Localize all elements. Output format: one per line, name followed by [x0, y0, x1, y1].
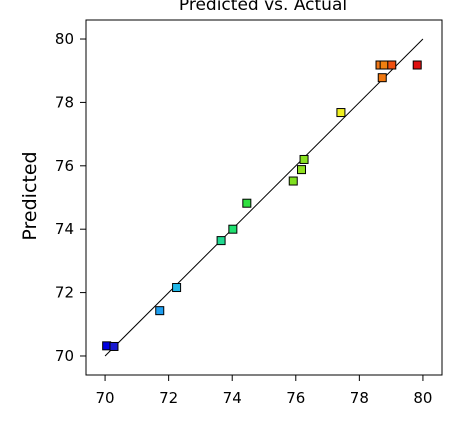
- data-point: [102, 341, 112, 351]
- y-axis-label: Predicted: [19, 151, 41, 240]
- data-point: [155, 306, 165, 316]
- y-tick-label: 80: [55, 30, 74, 48]
- y-axis-ticks: 70 72 74 76 78 80: [55, 30, 86, 365]
- data-point: [412, 60, 422, 70]
- data-point: [387, 60, 397, 70]
- y-tick-label: 72: [55, 284, 74, 302]
- data-points: [102, 60, 422, 351]
- data-point: [377, 73, 387, 83]
- x-tick-label: 72: [159, 389, 178, 407]
- data-point: [242, 198, 252, 208]
- data-point: [379, 60, 389, 70]
- chart-title: Predicted vs. Actual: [179, 0, 347, 15]
- y-tick-label: 76: [55, 157, 74, 175]
- data-point: [336, 108, 346, 118]
- x-tick-label: 76: [286, 389, 305, 407]
- x-tick-label: 78: [350, 389, 369, 407]
- data-point: [228, 224, 238, 234]
- x-tick-label: 80: [413, 389, 432, 407]
- y-tick-label: 74: [55, 220, 74, 238]
- data-point: [109, 341, 119, 351]
- data-point: [172, 283, 182, 293]
- x-axis-ticks: 70 72 74 76 78 80: [96, 375, 432, 407]
- y-tick-label: 78: [55, 93, 74, 111]
- plot-frame: [85, 19, 443, 376]
- data-point: [288, 176, 298, 186]
- data-point: [299, 154, 309, 164]
- y-tick-label: 70: [55, 347, 74, 365]
- data-point: [297, 165, 307, 175]
- x-tick-label: 74: [223, 389, 242, 407]
- data-point: [216, 236, 226, 246]
- x-tick-label: 70: [96, 389, 115, 407]
- reference-line: [104, 38, 424, 357]
